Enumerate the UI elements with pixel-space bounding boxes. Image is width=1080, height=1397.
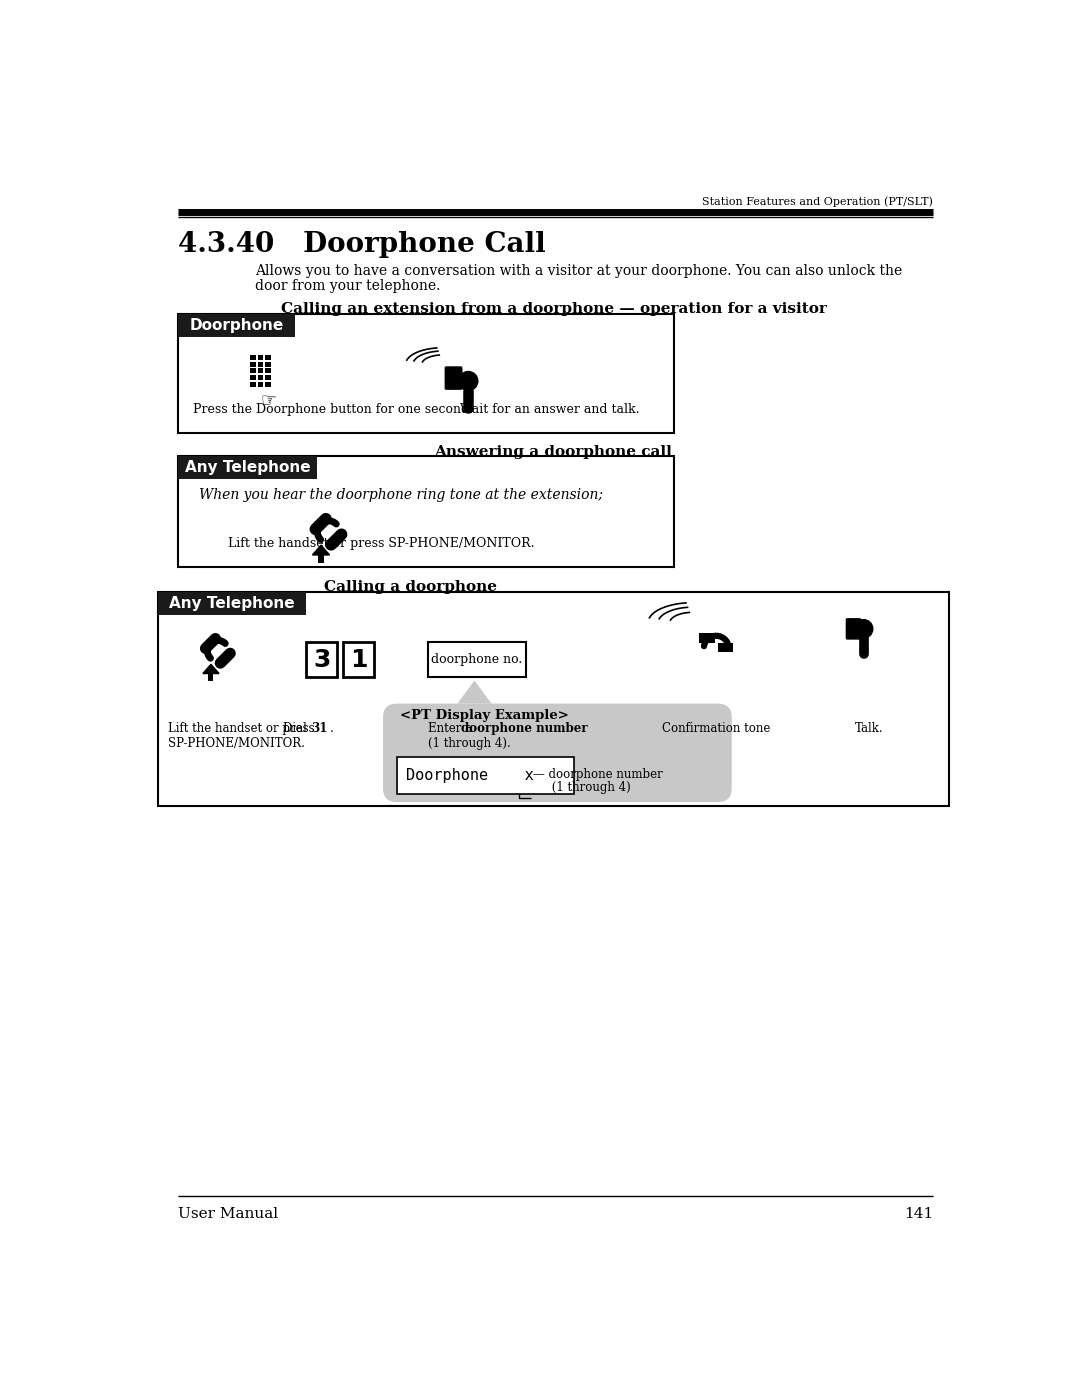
- Polygon shape: [312, 545, 329, 555]
- FancyBboxPatch shape: [177, 314, 674, 433]
- Text: door from your telephone.: door from your telephone.: [255, 279, 441, 293]
- Text: Wait for an answer and talk.: Wait for an answer and talk.: [460, 404, 640, 416]
- Text: doorphone number: doorphone number: [461, 722, 588, 735]
- Text: When you hear the doorphone ring tone at the extension;: When you hear the doorphone ring tone at…: [200, 488, 604, 502]
- Polygon shape: [458, 680, 491, 704]
- FancyBboxPatch shape: [265, 374, 271, 380]
- Text: Lift the handset or press: Lift the handset or press: [167, 722, 314, 735]
- Text: Any Telephone: Any Telephone: [185, 460, 310, 475]
- Polygon shape: [203, 665, 219, 673]
- FancyBboxPatch shape: [428, 643, 526, 678]
- Text: 1: 1: [350, 648, 367, 672]
- FancyBboxPatch shape: [251, 362, 256, 367]
- FancyBboxPatch shape: [718, 643, 733, 652]
- FancyBboxPatch shape: [265, 362, 271, 367]
- Text: User Manual: User Manual: [177, 1207, 278, 1221]
- Text: (1 through 4).: (1 through 4).: [428, 736, 511, 750]
- Text: Press the Doorphone button for one second.: Press the Doorphone button for one secon…: [193, 404, 473, 416]
- FancyBboxPatch shape: [397, 757, 573, 795]
- FancyBboxPatch shape: [251, 381, 256, 387]
- Text: Confirmation tone: Confirmation tone: [662, 722, 770, 735]
- Circle shape: [854, 620, 873, 638]
- Text: Station Features and Operation (PT/SLT): Station Features and Operation (PT/SLT): [702, 196, 933, 207]
- FancyBboxPatch shape: [177, 455, 318, 479]
- Text: SP-PHONE/MONITOR.: SP-PHONE/MONITOR.: [167, 736, 305, 750]
- Text: (1 through 4): (1 through 4): [532, 781, 631, 795]
- Text: 31: 31: [311, 722, 327, 735]
- FancyBboxPatch shape: [258, 381, 264, 387]
- FancyBboxPatch shape: [319, 555, 324, 563]
- FancyBboxPatch shape: [258, 355, 264, 360]
- FancyBboxPatch shape: [258, 362, 264, 367]
- FancyBboxPatch shape: [159, 592, 306, 615]
- FancyBboxPatch shape: [265, 381, 271, 387]
- Text: Lift the handset or press SP-PHONE/MONITOR.: Lift the handset or press SP-PHONE/MONIT…: [228, 538, 535, 550]
- FancyBboxPatch shape: [699, 633, 715, 643]
- Text: 141: 141: [904, 1207, 933, 1221]
- FancyBboxPatch shape: [251, 355, 256, 360]
- Text: 4.3.40   Doorphone Call: 4.3.40 Doorphone Call: [177, 231, 545, 258]
- Text: Allows you to have a conversation with a visitor at your doorphone. You can also: Allows you to have a conversation with a…: [255, 264, 903, 278]
- Text: <PT Display Example>: <PT Display Example>: [400, 708, 569, 722]
- Text: — doorphone number: — doorphone number: [532, 767, 662, 781]
- Text: Any Telephone: Any Telephone: [170, 597, 295, 610]
- FancyBboxPatch shape: [177, 314, 296, 337]
- Text: Doorphone: Doorphone: [189, 319, 284, 332]
- Text: Calling an extension from a doorphone — operation for a visitor: Calling an extension from a doorphone — …: [281, 302, 826, 316]
- FancyBboxPatch shape: [208, 673, 214, 680]
- FancyBboxPatch shape: [343, 643, 375, 678]
- FancyBboxPatch shape: [251, 374, 256, 380]
- Text: ☞: ☞: [260, 391, 276, 409]
- FancyBboxPatch shape: [445, 366, 462, 390]
- Text: Enter a: Enter a: [428, 722, 476, 735]
- FancyBboxPatch shape: [258, 374, 264, 380]
- Text: 3: 3: [313, 648, 330, 672]
- FancyBboxPatch shape: [846, 617, 861, 640]
- Text: Dial: Dial: [283, 722, 311, 735]
- FancyBboxPatch shape: [307, 643, 337, 678]
- Text: .: .: [330, 722, 334, 735]
- Circle shape: [459, 372, 477, 391]
- FancyBboxPatch shape: [159, 592, 948, 806]
- Text: Doorphone    x: Doorphone x: [406, 768, 534, 784]
- FancyBboxPatch shape: [265, 355, 271, 360]
- FancyBboxPatch shape: [383, 704, 732, 802]
- Text: Talk.: Talk.: [854, 722, 883, 735]
- Text: doorphone no.: doorphone no.: [431, 654, 523, 666]
- FancyBboxPatch shape: [265, 369, 271, 373]
- FancyBboxPatch shape: [258, 369, 264, 373]
- Text: Calling a doorphone: Calling a doorphone: [324, 580, 497, 594]
- Text: Answering a doorphone call: Answering a doorphone call: [434, 444, 673, 458]
- FancyBboxPatch shape: [177, 455, 674, 567]
- FancyBboxPatch shape: [251, 369, 256, 373]
